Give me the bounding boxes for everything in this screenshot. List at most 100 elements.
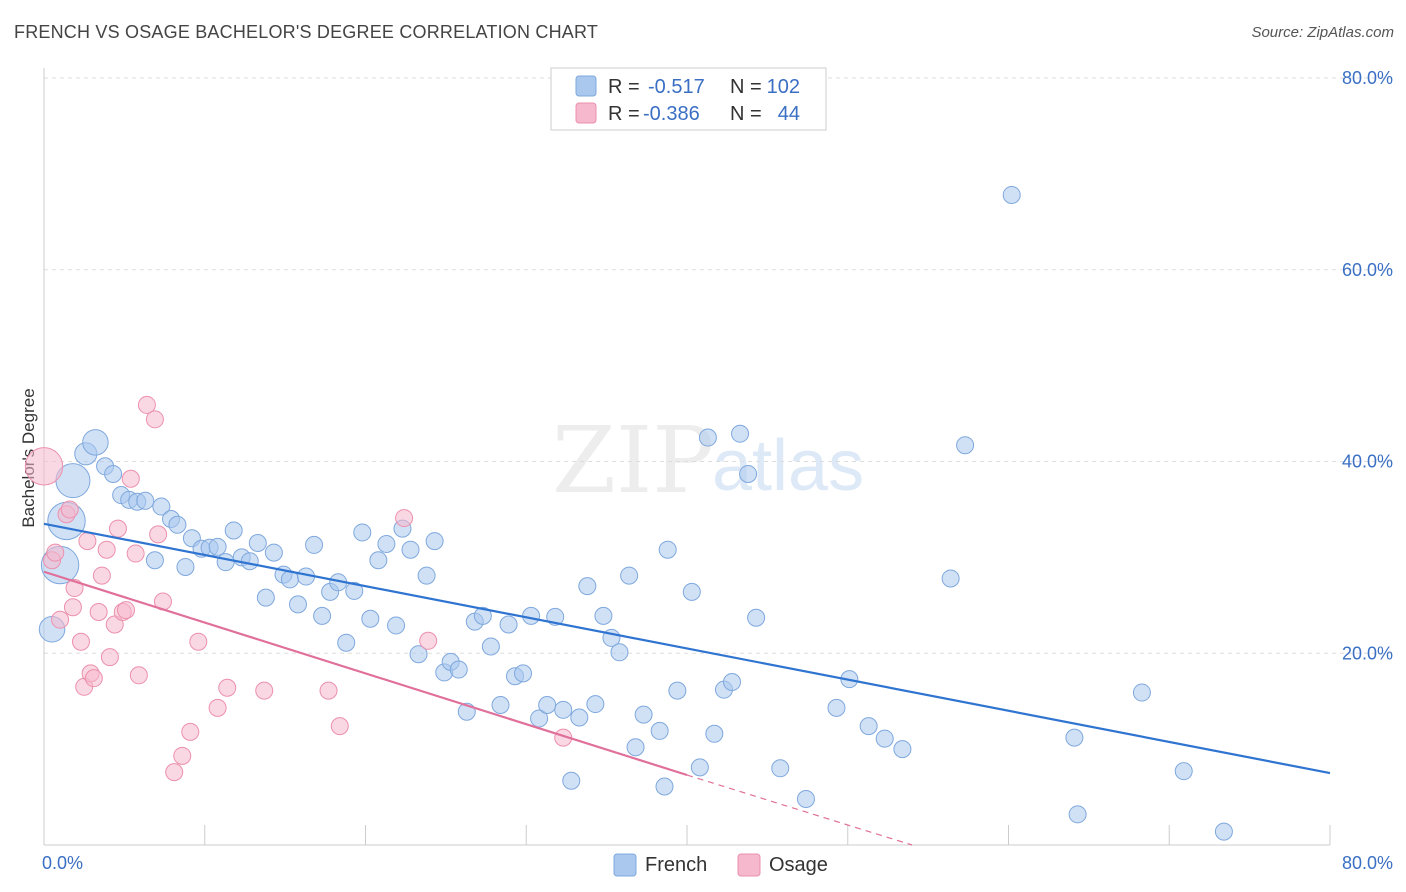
osage-point-37 xyxy=(395,509,414,528)
french-point-41 xyxy=(377,534,396,553)
french-point-59 xyxy=(522,606,541,625)
french-point-92 xyxy=(875,729,894,748)
french-point-91 xyxy=(859,717,878,736)
osage-point-29 xyxy=(173,746,192,765)
osage-point-30 xyxy=(181,722,200,741)
osage-trend-line xyxy=(43,570,688,777)
series-legend-osage: Osage xyxy=(769,854,828,876)
french-point-12 xyxy=(145,551,164,570)
legend-osage-r-value: -0.386 xyxy=(643,103,700,125)
y-tick-label-40: 40.0% xyxy=(1342,452,1393,472)
french-point-61 xyxy=(538,696,557,715)
stats-legend-box xyxy=(550,67,827,131)
french-point-44 xyxy=(401,540,420,559)
source-credit: Source: ZipAtlas.com xyxy=(1251,24,1394,41)
french-point-89 xyxy=(827,698,846,717)
french-point-56 xyxy=(499,615,518,634)
osage-point-28 xyxy=(165,763,184,782)
french-point-86 xyxy=(747,608,766,627)
french-point-46 xyxy=(417,566,436,585)
legend-osage-n-value: 44 xyxy=(778,103,800,125)
osage-point-20 xyxy=(116,601,135,620)
french-point-30 xyxy=(288,595,307,614)
french-point-78 xyxy=(682,582,701,601)
french-point-36 xyxy=(337,633,356,652)
french-point-21 xyxy=(216,553,235,572)
series-legend-french: French xyxy=(645,854,707,876)
french-point-98 xyxy=(1068,805,1087,824)
y-tick-label-60: 60.0% xyxy=(1342,260,1393,280)
y-tick-labels: 20.0% 40.0% 60.0% 80.0% xyxy=(1342,68,1393,663)
french-point-16 xyxy=(176,557,195,576)
french-point-84 xyxy=(731,424,750,443)
legend-osage-r-label: R = xyxy=(608,103,640,125)
stats-legend: R = -0.517 N = 102 R = -0.386 N = 44 xyxy=(550,67,827,131)
legend-swatch-french xyxy=(575,75,597,97)
osage-point-34 xyxy=(255,681,274,700)
french-point-66 xyxy=(578,577,597,596)
osage-points xyxy=(24,395,573,782)
french-point-22 xyxy=(224,521,243,540)
french-point-80 xyxy=(698,428,717,447)
legend-french-n-label: N = xyxy=(730,76,762,98)
french-point-79 xyxy=(690,758,709,777)
french-point-55 xyxy=(491,696,510,715)
osage-point-36 xyxy=(330,717,349,736)
french-point-32 xyxy=(305,535,324,554)
osage-point-23 xyxy=(129,666,148,685)
french-point-70 xyxy=(610,643,629,662)
french-point-72 xyxy=(626,738,645,757)
french-point-65 xyxy=(570,708,589,727)
osage-point-2 xyxy=(46,543,65,562)
osage-point-25 xyxy=(145,410,164,429)
french-point-75 xyxy=(655,777,674,796)
french-point-101 xyxy=(1214,822,1233,841)
osage-point-16 xyxy=(100,648,119,667)
french-point-11 xyxy=(136,491,155,510)
french-point-94 xyxy=(941,569,960,588)
french-point-81 xyxy=(705,724,724,743)
osage-point-31 xyxy=(189,632,208,651)
french-point-27 xyxy=(264,543,283,562)
osage-point-3 xyxy=(51,610,70,629)
y-tick-label-80: 80.0% xyxy=(1342,68,1393,88)
french-point-7 xyxy=(104,464,123,483)
french-point-83 xyxy=(723,673,742,692)
french-point-45 xyxy=(409,645,428,664)
french-point-68 xyxy=(594,606,613,625)
french-point-47 xyxy=(425,532,444,551)
osage-point-33 xyxy=(218,678,237,697)
french-point-38 xyxy=(353,523,372,542)
series-legend-swatch-osage xyxy=(737,853,761,877)
french-point-37 xyxy=(345,581,364,600)
french-point-73 xyxy=(634,705,653,724)
french-point-15 xyxy=(168,515,187,534)
y-tick-label-20: 20.0% xyxy=(1342,643,1393,663)
osage-point-6 xyxy=(63,598,82,617)
french-point-71 xyxy=(620,566,639,585)
series-legend: French Osage xyxy=(613,853,828,877)
french-point-53 xyxy=(473,606,492,625)
osage-point-35 xyxy=(319,681,338,700)
french-point-96 xyxy=(1002,185,1021,204)
series-legend-swatch-french xyxy=(613,853,637,877)
french-point-97 xyxy=(1065,728,1084,747)
osage-point-14 xyxy=(92,566,111,585)
french-point-54 xyxy=(481,637,500,656)
french-point-74 xyxy=(650,721,669,740)
osage-point-38 xyxy=(419,631,438,650)
french-point-13 xyxy=(152,497,171,516)
trend-lines xyxy=(43,522,1331,846)
legend-french-n-value: 102 xyxy=(767,76,800,98)
x-tick-label-max: 80.0% xyxy=(1342,853,1393,873)
french-point-26 xyxy=(256,588,275,607)
french-point-39 xyxy=(361,609,380,628)
french-point-88 xyxy=(796,789,815,808)
french-point-100 xyxy=(1174,762,1193,781)
osage-point-12 xyxy=(84,669,103,688)
osage-point-0 xyxy=(24,447,64,486)
french-point-40 xyxy=(369,551,388,570)
osage-point-22 xyxy=(126,544,145,563)
french-point-67 xyxy=(586,695,605,714)
